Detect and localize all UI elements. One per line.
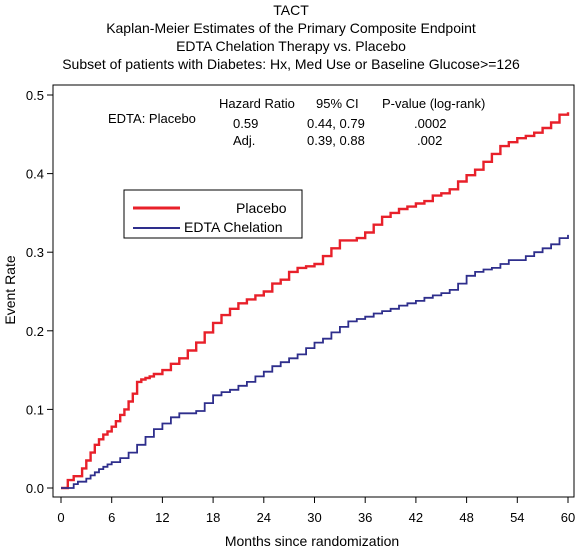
x-tick-label: 48 — [459, 510, 473, 525]
stats-row1-hr: 0.59 — [233, 116, 258, 131]
y-axis: 0.0 0.1 0.2 0.3 0.4 0.5 — [26, 88, 53, 496]
x-tick-label: 24 — [257, 510, 271, 525]
legend-label-placebo: Placebo — [236, 200, 287, 216]
series-line-placebo — [61, 112, 570, 490]
stats-row1-ci: 0.44, 0.79 — [307, 116, 365, 131]
x-tick-label: 0 — [57, 510, 64, 525]
legend: Placebo EDTA Chelation — [123, 189, 303, 239]
x-tick-label: 18 — [206, 510, 220, 525]
stats-table: Hazard Ratio 95% CI P-value (log-rank) E… — [108, 96, 485, 148]
series-layer — [61, 112, 570, 490]
x-axis: 0 6 12 18 24 30 36 42 48 54 60 — [57, 497, 575, 525]
x-tick-label: 60 — [561, 510, 575, 525]
y-tick-label: 0.2 — [26, 324, 44, 339]
x-axis-label: Months since randomization — [225, 533, 399, 549]
x-tick-label: 6 — [108, 510, 115, 525]
plot-frame — [52, 84, 575, 498]
y-tick-label: 0.5 — [26, 88, 44, 103]
chart-subtitle-1: Kaplan-Meier Estimates of the Primary Co… — [106, 20, 476, 36]
stats-header-ci: 95% CI — [316, 96, 359, 111]
chart-subtitle-3: Subset of patients with Diabetes: Hx, Me… — [62, 56, 520, 72]
legend-box — [123, 189, 303, 239]
stats-row2-label: Adj. — [233, 133, 255, 148]
stats-header-hr: Hazard Ratio — [219, 96, 295, 111]
stats-row2-p: .002 — [417, 133, 442, 148]
chart-title: TACT — [273, 2, 309, 18]
stats-header-p: P-value (log-rank) — [382, 96, 485, 111]
legend-label-edta: EDTA Chelation — [184, 219, 283, 235]
y-tick-label: 0.3 — [26, 245, 44, 260]
stats-row2-ci: 0.39, 0.88 — [307, 133, 365, 148]
x-tick-label: 54 — [510, 510, 524, 525]
chart-subtitle-2: EDTA Chelation Therapy vs. Placebo — [176, 38, 406, 54]
y-tick-label: 0.1 — [26, 402, 44, 417]
y-tick-label: 0.0 — [26, 481, 44, 496]
x-tick-label: 30 — [307, 510, 321, 525]
y-axis-label: Event Rate — [2, 255, 18, 324]
stats-row1-p: .0002 — [414, 116, 447, 131]
x-tick-label: 36 — [358, 510, 372, 525]
stats-row-label: EDTA: Placebo — [108, 111, 196, 126]
series-line-edta — [61, 234, 569, 489]
y-tick-label: 0.4 — [26, 167, 44, 182]
x-tick-label: 12 — [155, 510, 169, 525]
x-tick-label: 42 — [409, 510, 423, 525]
